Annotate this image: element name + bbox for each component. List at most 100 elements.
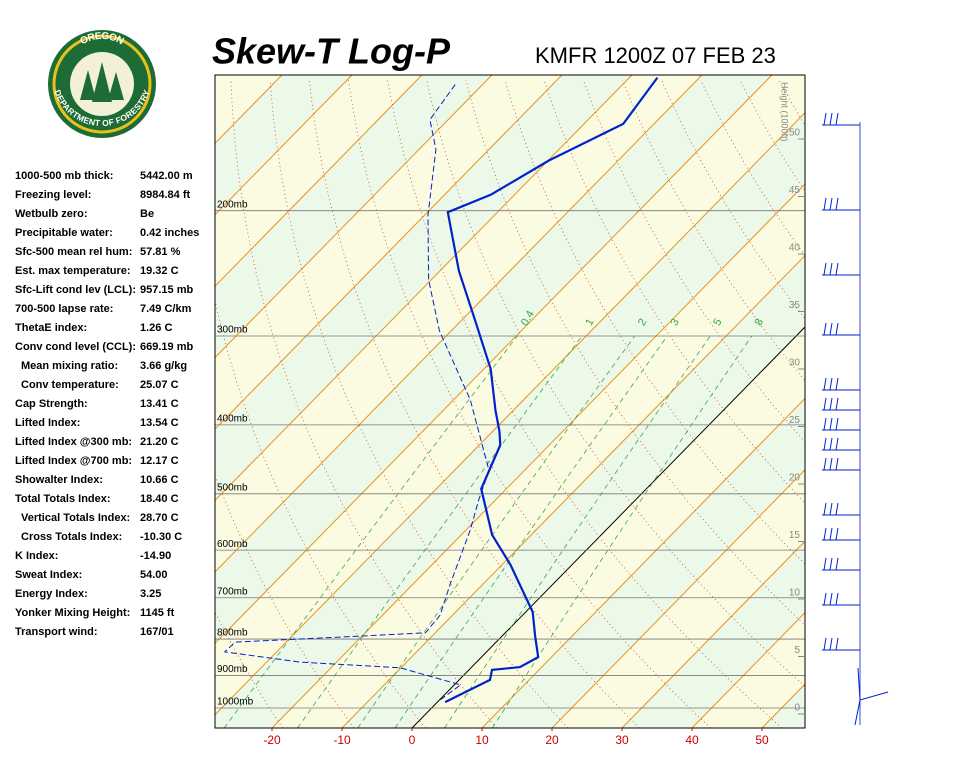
index-value: -10.30 C [140, 531, 182, 543]
title: Skew-T Log-P [212, 31, 451, 72]
index-label: Mean mixing ratio: [21, 360, 118, 372]
index-value: 1145 ft [140, 607, 175, 619]
wind-barb [824, 263, 826, 275]
pressure-label: 500mb [217, 482, 248, 493]
index-value: 0.42 inches [140, 227, 199, 239]
temp-tick-label: -10 [333, 733, 351, 747]
wind-barb [836, 378, 838, 390]
index-label: Est. max temperature: [15, 265, 131, 277]
height-tick-label: 40 [789, 243, 801, 254]
wind-barb [824, 438, 826, 450]
height-tick-label: 0 [794, 703, 800, 714]
index-label: Showalter Index: [15, 474, 103, 486]
height-tick-label: 45 [789, 185, 801, 196]
wind-barb [836, 263, 838, 275]
index-value: 167/01 [140, 626, 174, 638]
pressure-label: 700mb [217, 586, 248, 597]
pressure-label: 900mb [217, 664, 248, 675]
temp-tick-label: -20 [263, 733, 281, 747]
index-value: 57.81 % [140, 246, 181, 258]
height-tick-label: 15 [789, 530, 801, 541]
wind-barb [836, 458, 838, 470]
dry-adiabat [779, 80, 960, 728]
wind-barb [836, 323, 838, 335]
height-tick-label: 5 [794, 645, 800, 656]
index-label: Sfc-Lift cond lev (LCL): [15, 284, 136, 296]
index-label: Energy Index: [15, 588, 88, 600]
wind-barb [830, 638, 832, 650]
index-label: 700-500 lapse rate: [15, 303, 113, 315]
index-value: 5442.00 m [140, 170, 193, 182]
wind-barb [824, 198, 826, 210]
index-value: 54.00 [140, 569, 168, 581]
temp-tick-label: 0 [409, 733, 416, 747]
index-label: Cross Totals Index: [21, 531, 122, 543]
index-label: Cap Strength: [15, 398, 88, 410]
dry-adiabat [857, 80, 960, 728]
wind-barbs [822, 113, 888, 725]
index-label: Lifted Index @300 mb: [15, 436, 132, 448]
index-value: 21.20 C [140, 436, 179, 448]
wind-barb [836, 398, 838, 410]
wind-barb [830, 263, 832, 275]
index-value: Be [140, 208, 154, 220]
pressure-label: 800mb [217, 628, 248, 639]
height-tick-label: 30 [789, 358, 801, 369]
wind-barb [824, 638, 826, 650]
wind-barb [830, 323, 832, 335]
index-label: Vertical Totals Index: [21, 512, 130, 524]
wind-barb [836, 113, 838, 125]
index-value: 669.19 mb [140, 341, 193, 353]
index-value: 957.15 mb [140, 284, 193, 296]
index-label: Lifted Index: [15, 417, 80, 429]
height-tick-label: 25 [789, 415, 801, 426]
wind-barb [824, 503, 826, 515]
wind-barb [830, 418, 832, 430]
band [832, 75, 960, 728]
index-value: 13.41 C [140, 398, 179, 410]
pressure-label: 400mb [217, 414, 248, 425]
index-value: 10.66 C [140, 474, 179, 486]
index-label: Conv temperature: [21, 379, 119, 391]
station: KMFR 1200Z 07 FEB 23 [535, 43, 776, 68]
wind-barb [824, 558, 826, 570]
wind-barb [830, 113, 832, 125]
index-value: 12.17 C [140, 455, 179, 467]
isotherm [832, 75, 960, 728]
wind-barb [824, 458, 826, 470]
wind-barb [824, 113, 826, 125]
index-label: Lifted Index @700 mb: [15, 455, 132, 467]
wind-barb [830, 378, 832, 390]
index-label: Freezing level: [15, 189, 91, 201]
temp-tick-label: 30 [615, 733, 629, 747]
index-label: Total Totals Index: [15, 493, 111, 505]
pressure-label: 600mb [217, 539, 248, 550]
wind-barb [830, 458, 832, 470]
index-label: ThetaE index: [15, 322, 87, 334]
index-label: Transport wind: [15, 626, 98, 638]
index-label: Precipitable water: [15, 227, 113, 239]
pressure-label: 1000mb [217, 697, 254, 708]
index-label: Wetbulb zero: [15, 208, 88, 220]
wind-barb [830, 198, 832, 210]
wind-barb [836, 438, 838, 450]
wind-barb [830, 398, 832, 410]
index-value: -14.90 [140, 550, 171, 562]
height-tick-label: 50 [789, 128, 801, 139]
wind-barb [830, 438, 832, 450]
index-value: 25.07 C [140, 379, 179, 391]
temp-tick-label: 40 [685, 733, 699, 747]
wind-barb [830, 558, 832, 570]
index-label: Conv cond level (CCL): [15, 341, 136, 353]
index-value: 19.32 C [140, 265, 179, 277]
wind-barb [824, 398, 826, 410]
wind-barb [836, 558, 838, 570]
wind-barb [830, 593, 832, 605]
height-tick-label: 20 [789, 473, 801, 484]
pressure-label: 200mb [217, 199, 248, 210]
dry-adiabat [897, 80, 960, 728]
index-value: 8984.84 ft [140, 189, 190, 201]
index-label: Sweat Index: [15, 569, 82, 581]
wind-barb [824, 528, 826, 540]
